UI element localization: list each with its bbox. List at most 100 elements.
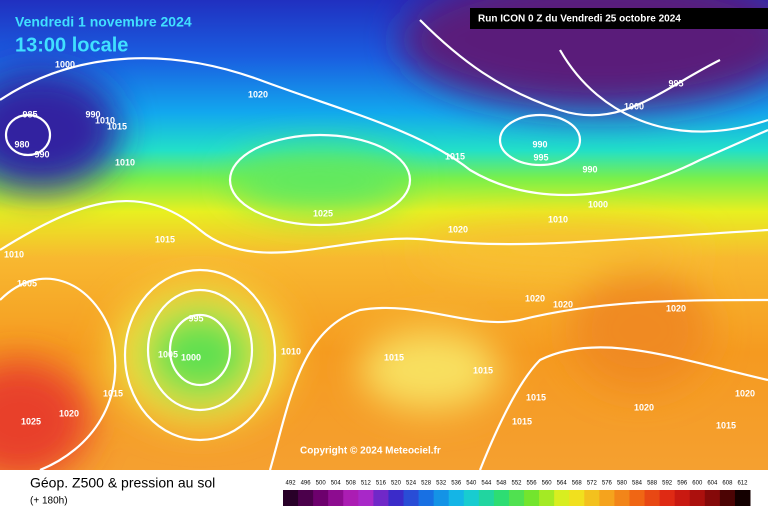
isobar-label: 1000 [181, 352, 201, 362]
isobar-label: 1010 [548, 214, 568, 224]
scale-cell [689, 490, 706, 506]
scale-cell [599, 490, 615, 506]
run-info: Run ICON 0 Z du Vendredi 25 octobre 2024 [478, 14, 681, 25]
isobar-label: 1005 [17, 278, 37, 288]
legend-title: Géop. Z500 & pression au sol [30, 475, 215, 491]
time: 13:00 locale [15, 34, 128, 56]
scale-cell [554, 490, 570, 506]
isobar-label: 990 [85, 109, 100, 119]
isobar-label: 1005 [158, 349, 178, 359]
scale-cell [704, 490, 721, 506]
isobar-label: 1000 [55, 59, 75, 69]
scale-cell [403, 490, 420, 506]
scale-label: 500 [316, 481, 327, 487]
scale-cell [388, 490, 405, 506]
scale-label: 532 [436, 481, 447, 487]
scale-label: 544 [481, 481, 492, 487]
date: Vendredi 1 novembre 2024 [15, 14, 192, 30]
isobar-label: 1010 [95, 115, 115, 125]
isobar-label: 1015 [384, 352, 404, 362]
isobar-label: 990 [34, 149, 49, 159]
copyright: Copyright © 2024 Meteociel.fr [300, 446, 441, 457]
scale-label: 596 [677, 481, 688, 487]
scale-cell [328, 490, 344, 506]
isobar-label: 980 [14, 139, 29, 149]
scale-label: 576 [602, 481, 613, 487]
isobar-label: 1010 [115, 157, 135, 167]
scale-cell [659, 490, 676, 506]
isobars [0, 19, 768, 470]
scale-label: 580 [617, 481, 628, 487]
isobar-label: 1015 [512, 416, 532, 426]
scale-cell [508, 490, 525, 506]
scale-label: 496 [301, 481, 312, 487]
isobar-label: 985 [22, 109, 37, 119]
scale-cell [298, 490, 314, 506]
map-background: 1000985980990990101010151010102010159909… [0, 0, 768, 470]
scale-label: 560 [542, 481, 553, 487]
scale-label: 508 [346, 481, 357, 487]
isobar-label: 1015 [103, 388, 123, 398]
scale-label: 520 [391, 481, 402, 487]
scale-label: 564 [557, 481, 568, 487]
isobar-label: 1020 [735, 388, 755, 398]
isobar-label: 1015 [716, 420, 736, 430]
isobar-label: 1020 [666, 303, 686, 313]
scale-cell [478, 490, 495, 506]
isobar-label: 995 [668, 78, 683, 88]
scale-label: 548 [496, 481, 507, 487]
isobar-label: 1010 [4, 249, 24, 259]
isobar-label: 1015 [107, 121, 127, 131]
scale-label: 536 [451, 481, 462, 487]
scale-label: 572 [587, 481, 598, 487]
scale-label: 492 [286, 481, 297, 487]
scale-cell [358, 490, 374, 506]
isobar-label: 1025 [313, 208, 333, 218]
scale-label: 604 [707, 481, 718, 487]
scale-label: 504 [331, 481, 342, 487]
scale-cell [584, 490, 600, 506]
isobar-label: 1025 [21, 416, 41, 426]
run-box [470, 8, 768, 29]
isobar-label: 1000 [624, 101, 644, 111]
scale-cell [644, 490, 661, 506]
scale-cell [343, 490, 359, 506]
scale-label: 528 [421, 481, 432, 487]
isobar-label: 1000 [588, 199, 608, 209]
scale-label: 516 [376, 481, 387, 487]
scale-cell [373, 490, 389, 506]
scale-label: 592 [662, 481, 673, 487]
isobar-label: 1020 [448, 224, 468, 234]
scale-label: 608 [722, 481, 733, 487]
scale-cell [524, 490, 540, 506]
scale-label: 524 [406, 481, 417, 487]
isobar-label: 1015 [526, 392, 546, 402]
scale-cell [448, 490, 465, 506]
isobar-label: 1015 [445, 151, 465, 161]
scale-label: 512 [361, 481, 372, 487]
isobar-label: 1015 [155, 234, 175, 244]
scale-label: 612 [737, 481, 748, 487]
isobar-label: 995 [188, 313, 203, 323]
scale-label: 556 [527, 481, 538, 487]
isobar-label: 1020 [59, 408, 79, 418]
scale-cell [734, 490, 751, 506]
isobar-label: 1020 [553, 299, 573, 309]
isobar-label: 990 [532, 139, 547, 149]
scale-cell [418, 490, 435, 506]
isobar-label: 990 [582, 164, 597, 174]
isobar-label: 995 [533, 152, 548, 162]
scale-cell [493, 490, 510, 506]
isobar-label: 1020 [248, 89, 268, 99]
scale-label: 540 [466, 481, 477, 487]
scale-label: 584 [632, 481, 643, 487]
legend-subtitle: (+ 180h) [30, 496, 68, 507]
scale-label: 552 [511, 481, 522, 487]
scale-cell [313, 490, 329, 506]
scale-cell [629, 490, 646, 506]
scale-cell [539, 490, 555, 506]
scale-cell [674, 490, 691, 506]
scale-label: 588 [647, 481, 658, 487]
isobar-label: 1020 [525, 293, 545, 303]
